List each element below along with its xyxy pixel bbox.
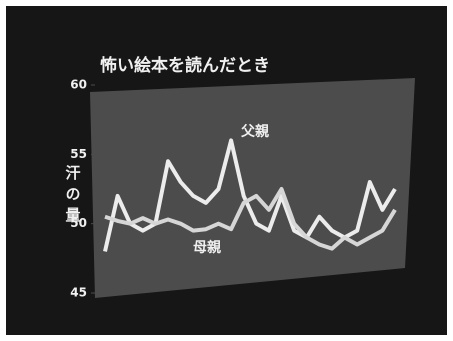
y-tick-label: 55 [70,147,87,161]
series-label: 父親 [240,123,269,140]
y-tick-label: 45 [70,286,87,300]
chart: 怖い絵本を読んだとき 汗の量 45505560父親母親 [0,0,453,341]
page: 怖い絵本を読んだとき 汗の量 45505560父親母親 (() => { con… [0,0,453,341]
y-tick-label: 60 [70,78,87,92]
y-tick-label: 50 [70,216,87,230]
chart-title: 怖い絵本を読んだとき [100,55,270,76]
series-label: 母親 [193,239,221,256]
